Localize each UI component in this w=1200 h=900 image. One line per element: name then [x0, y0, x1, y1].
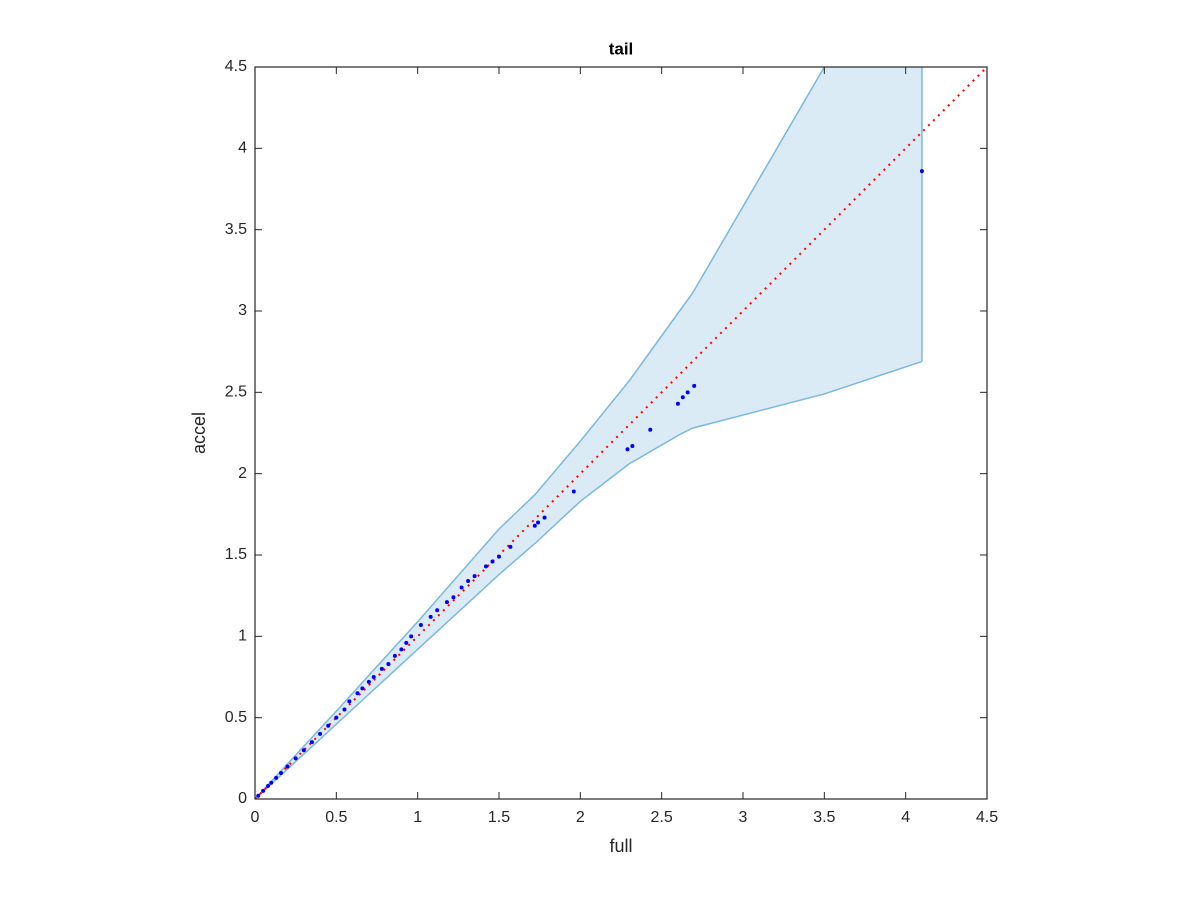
band-upper	[255, 67, 826, 799]
scatter-point	[459, 585, 464, 590]
scatter-point	[342, 707, 347, 712]
scatter-point	[685, 390, 690, 395]
y-tick-label: 0.5	[225, 709, 247, 726]
scatter-point	[334, 715, 339, 720]
y-tick-label: 4.5	[225, 58, 247, 75]
scatter-point	[301, 748, 306, 753]
y-axis-label: accel	[189, 412, 209, 454]
axes-box	[254, 66, 988, 800]
x-tick-label: 0.5	[325, 809, 347, 826]
x-tick-label: 4.5	[976, 809, 998, 826]
scatter-point	[625, 447, 630, 452]
x-tick-label: 1.5	[488, 809, 510, 826]
scatter-point	[266, 783, 271, 788]
x-tick-label: 3.5	[813, 809, 835, 826]
scatter-point	[571, 489, 576, 494]
scatter-point	[326, 723, 331, 728]
y-tick-label: 1	[238, 628, 247, 645]
scatter-point	[269, 780, 274, 785]
scatter-point	[279, 770, 284, 775]
scatter-point	[444, 600, 449, 605]
scatter-point	[451, 595, 456, 600]
scatter-point	[409, 634, 414, 639]
scatter-point	[542, 515, 547, 520]
x-tick-label: 2.5	[651, 809, 673, 826]
y-tick-label: 2.5	[225, 384, 247, 401]
x-tick-label: 1	[413, 809, 422, 826]
x-tick-label: 4	[901, 809, 910, 826]
reference-line	[255, 67, 987, 799]
y-tick-label: 1.5	[225, 546, 247, 563]
scatter-point	[293, 756, 298, 761]
scatter-point	[371, 675, 376, 679]
scatter-point	[483, 564, 488, 569]
scatter-point	[318, 731, 323, 736]
y-tick-label: 0	[238, 790, 247, 807]
scatter-point	[399, 647, 404, 652]
scatter-point	[466, 579, 471, 584]
band-fill	[255, 67, 922, 799]
x-tick-label: 0	[251, 809, 260, 826]
scatter-point	[508, 544, 513, 549]
scatter-point	[404, 640, 409, 645]
chart-title: tail	[609, 39, 634, 58]
scatter-point	[379, 666, 384, 671]
plot-area	[255, 67, 987, 799]
scatter-point	[630, 444, 635, 449]
y-tick-label: 3	[238, 302, 247, 319]
x-axis-label: full	[609, 836, 632, 856]
scatter-point	[692, 383, 697, 388]
scatter-point	[680, 395, 685, 400]
scatter-point	[418, 622, 423, 627]
scatter-point	[261, 788, 266, 793]
scatter-point	[366, 679, 371, 684]
scatter-point	[360, 686, 365, 691]
scatter-point	[347, 699, 352, 704]
band-lower	[255, 360, 923, 799]
scatter-point	[355, 691, 360, 696]
y-tick-label: 4	[238, 140, 247, 157]
scatter-point	[675, 401, 680, 406]
scatter-point	[497, 554, 501, 559]
scatter-point	[919, 169, 924, 174]
scatter-point	[256, 793, 261, 798]
x-tick-label: 3	[739, 809, 748, 826]
scatter-point	[309, 740, 314, 745]
scatter-point	[285, 764, 290, 769]
scatter-point	[392, 653, 397, 658]
scatter-point	[274, 775, 279, 780]
y-tick-label: 3.5	[225, 221, 247, 238]
scatter-point	[490, 559, 495, 564]
scatter-point	[428, 614, 433, 619]
scatter-point	[648, 427, 653, 432]
y-tick-label: 2	[238, 465, 247, 482]
scatter-point	[472, 574, 477, 579]
scatter-point	[386, 661, 391, 666]
scatter-point	[435, 608, 440, 613]
scatter-point	[532, 523, 537, 528]
x-tick-label: 2	[576, 809, 585, 826]
scatter-point	[536, 520, 541, 525]
